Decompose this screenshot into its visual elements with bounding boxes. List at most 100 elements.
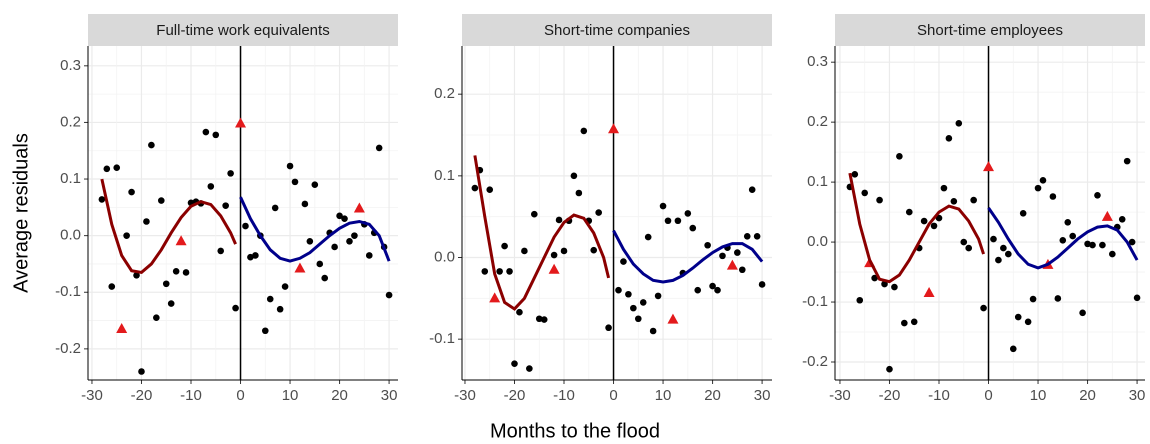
point bbox=[555, 216, 563, 224]
point bbox=[266, 295, 274, 303]
point bbox=[1014, 313, 1022, 321]
point bbox=[202, 128, 210, 136]
point bbox=[871, 274, 878, 282]
x-tick-label: 20 bbox=[1079, 387, 1096, 404]
point bbox=[704, 241, 711, 249]
point bbox=[575, 189, 583, 197]
point bbox=[247, 253, 254, 261]
x-tick-label: -30 bbox=[829, 387, 851, 404]
point bbox=[1069, 232, 1076, 240]
y-tick-label: 0.2 bbox=[60, 113, 81, 130]
point bbox=[526, 365, 533, 372]
point bbox=[1005, 250, 1012, 258]
x-tick-label: 30 bbox=[754, 387, 771, 404]
point bbox=[252, 252, 259, 259]
point bbox=[157, 197, 165, 204]
point bbox=[738, 266, 746, 274]
point bbox=[1094, 192, 1101, 199]
point bbox=[714, 286, 721, 294]
point bbox=[654, 292, 662, 300]
x-tick-label: -20 bbox=[504, 387, 526, 404]
point bbox=[659, 202, 667, 210]
point bbox=[634, 315, 642, 323]
y-tick-label: 0.2 bbox=[807, 113, 828, 130]
point bbox=[108, 283, 116, 290]
point bbox=[861, 189, 869, 197]
fit-line bbox=[612, 229, 764, 284]
point bbox=[595, 209, 602, 216]
point bbox=[856, 296, 864, 304]
point bbox=[620, 258, 627, 265]
point bbox=[560, 247, 568, 255]
y-tick-label: 0.3 bbox=[807, 53, 828, 70]
fit-line bbox=[848, 172, 985, 284]
point bbox=[375, 144, 383, 152]
x-axis-title: Months to the flood bbox=[490, 420, 660, 442]
point bbox=[143, 218, 150, 225]
point bbox=[103, 165, 111, 173]
point bbox=[1054, 295, 1062, 302]
point bbox=[1049, 193, 1057, 200]
x-tick-label: -10 bbox=[180, 387, 202, 404]
point bbox=[1133, 294, 1141, 302]
x-tick-label: -20 bbox=[879, 387, 901, 404]
y-tick-label: 0.1 bbox=[807, 173, 828, 190]
point bbox=[960, 238, 968, 246]
y-tick-label: -0.1 bbox=[55, 283, 81, 300]
point bbox=[531, 210, 538, 218]
point bbox=[232, 304, 239, 312]
point bbox=[965, 244, 973, 252]
point bbox=[222, 202, 229, 209]
x-tick-label: 0 bbox=[984, 387, 992, 404]
point bbox=[950, 198, 958, 205]
point bbox=[580, 127, 588, 135]
x-tick-label: 20 bbox=[331, 387, 348, 404]
x-tick-label: 10 bbox=[655, 387, 672, 404]
point bbox=[630, 304, 637, 312]
point bbox=[1029, 295, 1037, 303]
y-tick-label: 0.1 bbox=[60, 170, 81, 187]
point bbox=[182, 269, 190, 276]
x-tick-label: 30 bbox=[381, 387, 398, 404]
y-tick-label: -0.2 bbox=[802, 353, 828, 370]
triangle-point bbox=[608, 123, 620, 134]
y-tick-label: -0.2 bbox=[55, 340, 81, 357]
point bbox=[876, 196, 883, 204]
point bbox=[242, 222, 249, 230]
point bbox=[540, 316, 548, 323]
point bbox=[385, 291, 393, 299]
point bbox=[570, 172, 578, 180]
point bbox=[674, 217, 682, 225]
x-tick-label: 10 bbox=[1030, 387, 1047, 404]
triangle-point bbox=[175, 235, 187, 246]
point bbox=[351, 232, 358, 239]
point bbox=[615, 286, 622, 294]
x-tick-label: -10 bbox=[928, 387, 950, 404]
triangle-point bbox=[489, 292, 501, 303]
y-tick-label: -0.1 bbox=[429, 330, 455, 347]
point bbox=[1034, 184, 1042, 192]
point bbox=[123, 232, 130, 239]
point bbox=[306, 238, 314, 245]
point bbox=[516, 308, 523, 316]
x-tick-label: 10 bbox=[282, 387, 299, 404]
point bbox=[1000, 244, 1007, 252]
point bbox=[496, 268, 503, 275]
point bbox=[511, 360, 518, 367]
point bbox=[331, 243, 338, 251]
point bbox=[227, 170, 234, 177]
point bbox=[261, 327, 269, 335]
x-tick-label: -30 bbox=[454, 387, 476, 404]
strip-title: Full-time work equivalents bbox=[156, 22, 329, 39]
point bbox=[605, 324, 612, 332]
point bbox=[481, 268, 489, 275]
strip bbox=[88, 14, 398, 46]
point bbox=[684, 210, 692, 217]
point bbox=[167, 300, 175, 307]
y-tick-label: 0.1 bbox=[434, 167, 455, 184]
x-tick-label: 30 bbox=[1129, 387, 1146, 404]
point bbox=[748, 186, 756, 194]
fit-line bbox=[239, 196, 391, 263]
